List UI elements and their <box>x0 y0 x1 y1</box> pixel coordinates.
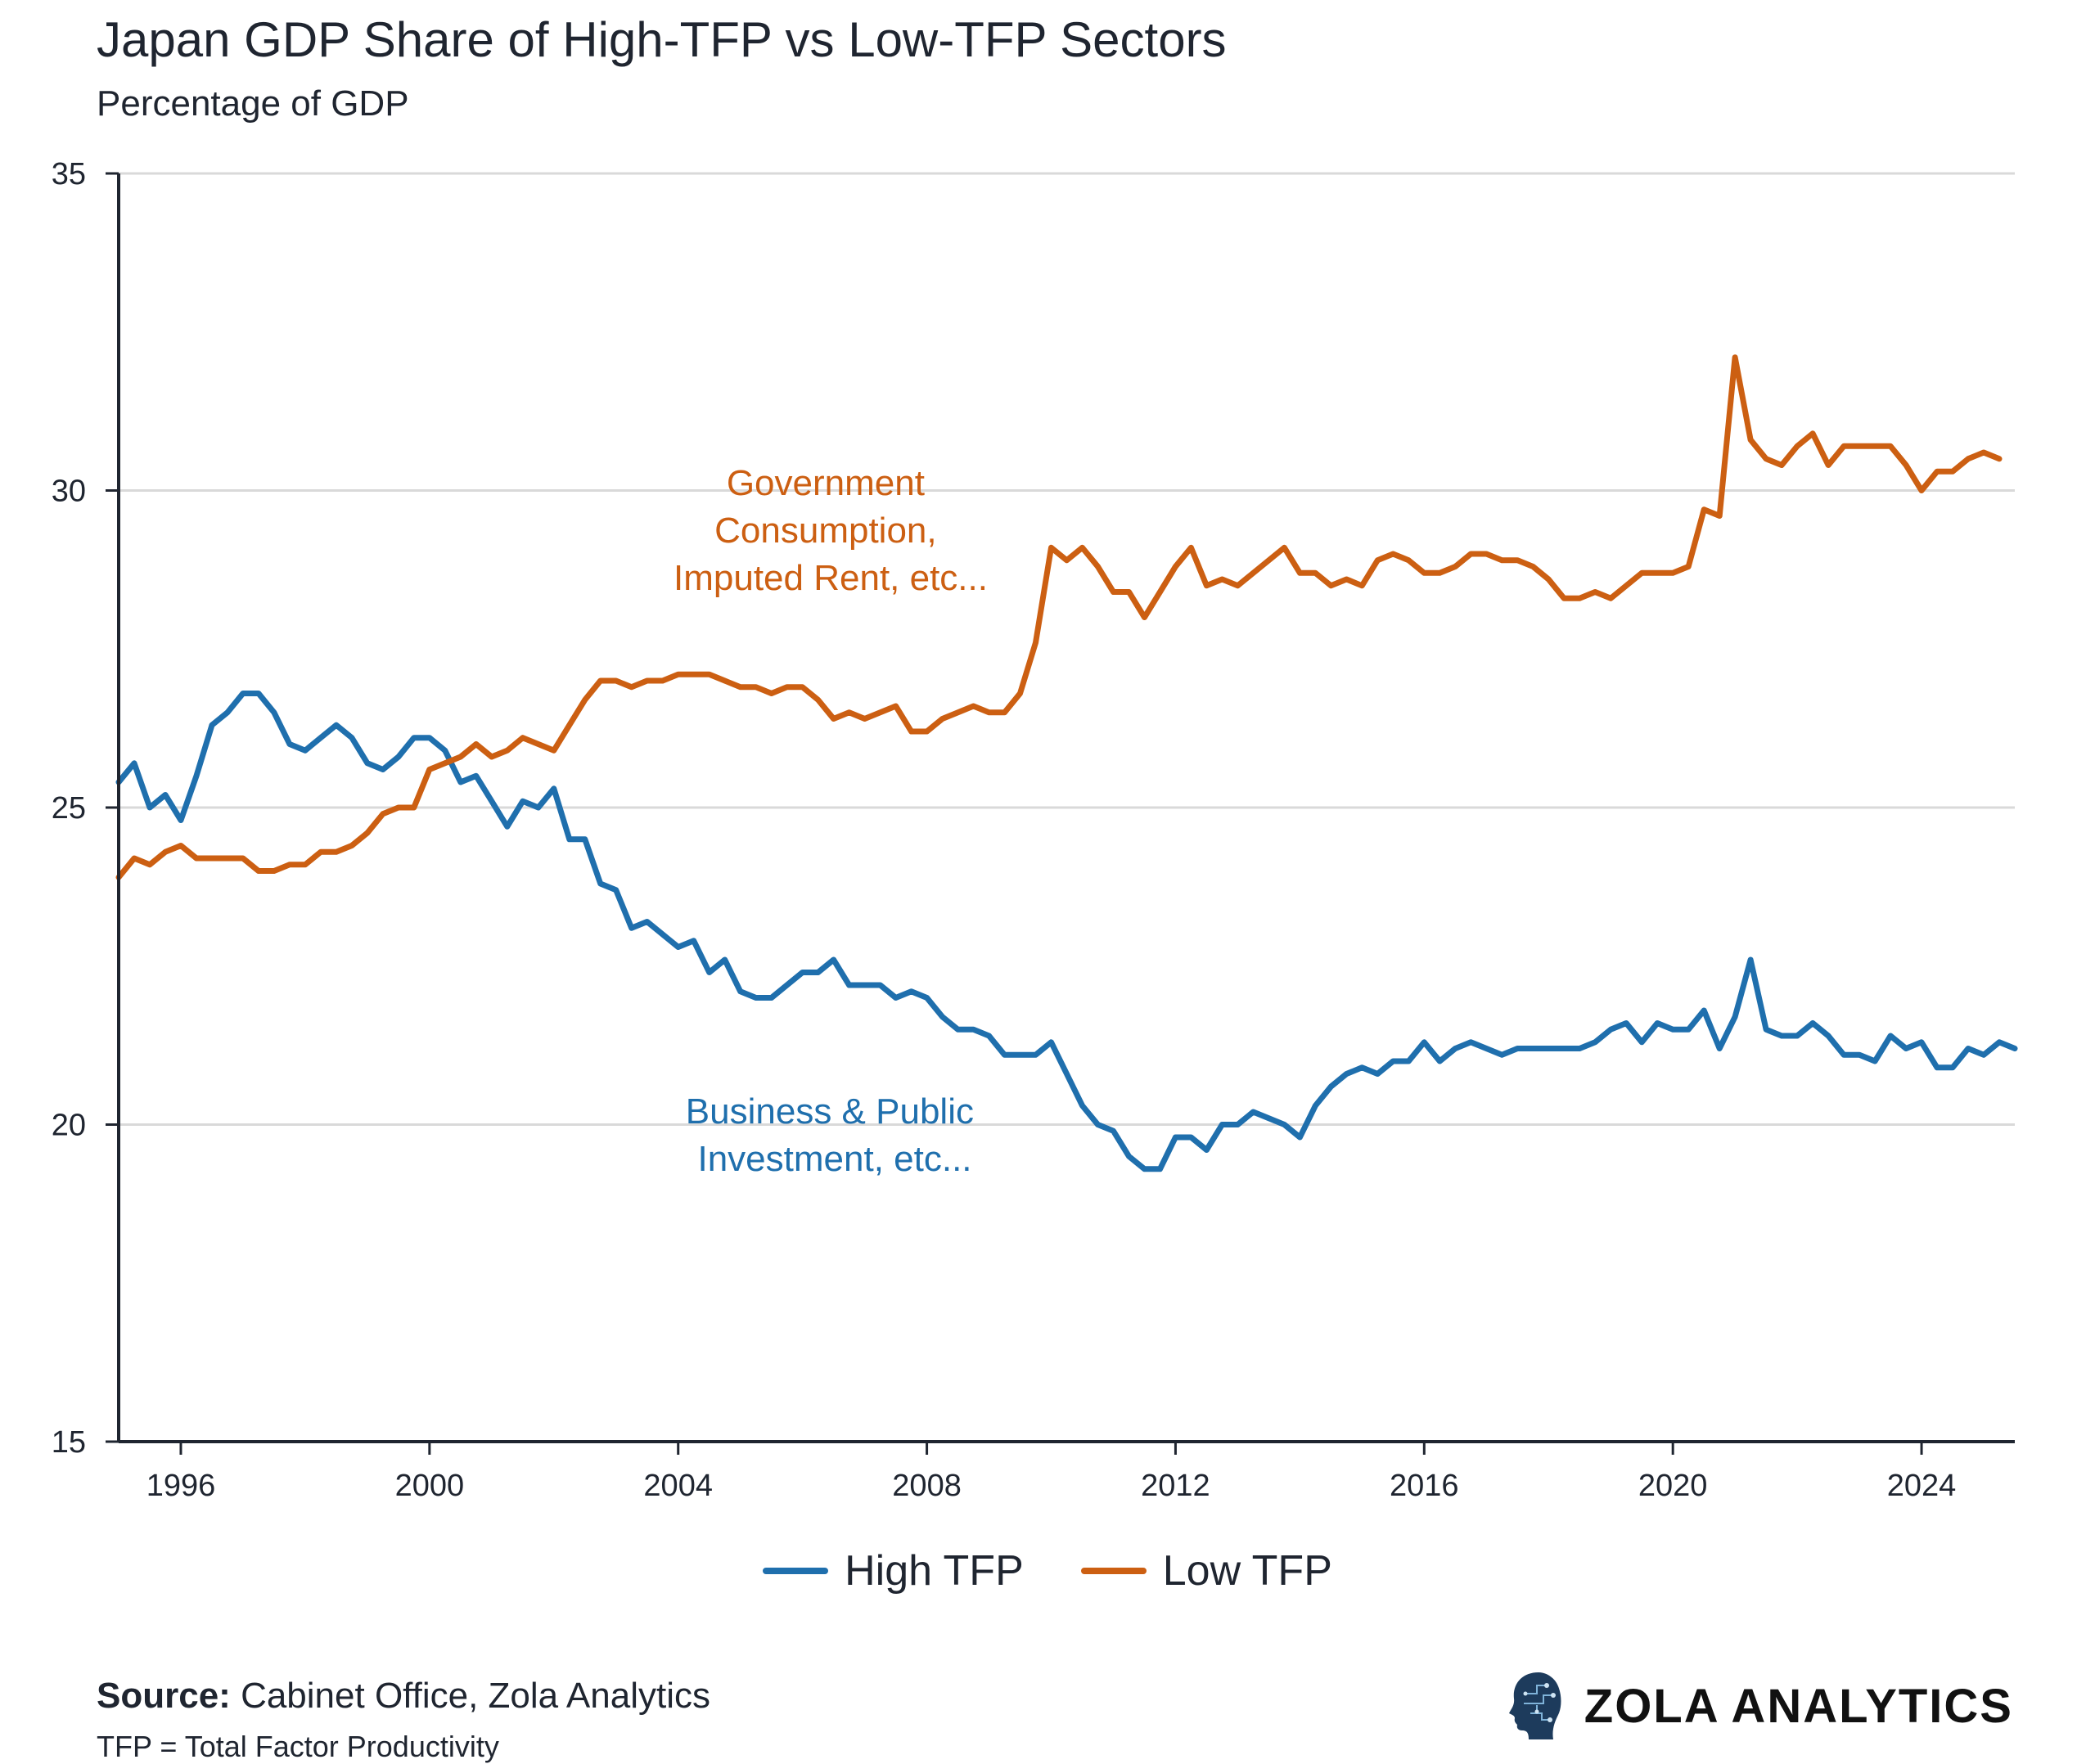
y-tick-label: 30 <box>52 475 86 509</box>
axis-lines <box>117 173 2015 1443</box>
x-tick-label: 2024 <box>1887 1469 1957 1503</box>
x-tick-label: 2020 <box>1638 1469 1708 1503</box>
x-tick-label: 2012 <box>1141 1469 1210 1503</box>
brain-head-logo-icon <box>1508 1672 1561 1739</box>
brand: ZOLA ANALYTICS <box>1507 1669 2013 1743</box>
source-text: Cabinet Office, Zola Analytics <box>241 1676 710 1716</box>
legend-swatch-low-tfp <box>1080 1568 1147 1574</box>
y-tick-label: 25 <box>52 791 86 826</box>
grid-lines <box>119 172 2015 1126</box>
brand-name: ZOLA ANALYTICS <box>1584 1679 2013 1733</box>
source-label: Source: <box>97 1676 231 1716</box>
legend: High TFP Low TFP <box>0 1546 2095 1595</box>
low-tfp-annotation-line: Consumption, <box>714 511 936 551</box>
legend-label-high-tfp: High TFP <box>845 1547 1024 1595</box>
legend-item-low-tfp: Low TFP <box>1080 1546 1332 1595</box>
chart-title: Japan GDP Share of High-TFP vs Low-TFP S… <box>97 12 1227 67</box>
series-line-low-tfp <box>115 354 2003 880</box>
high-tfp-annotation-line: Business & Public <box>686 1091 974 1132</box>
x-tick-label: 1996 <box>146 1469 216 1503</box>
y-axis-ticks: 15 20 25 30 35 <box>52 157 119 1460</box>
legend-item-high-tfp: High TFP <box>763 1546 1024 1595</box>
series-line-high-tfp <box>115 691 2018 1172</box>
low-tfp-annotation-line: Imputed Rent, etc... <box>674 558 988 598</box>
y-tick-label: 20 <box>52 1109 86 1143</box>
y-tick-label: 35 <box>52 157 86 191</box>
y-tick-label: 15 <box>52 1425 86 1460</box>
high-tfp-annotation-line: Investment, etc... <box>697 1139 971 1179</box>
low-tfp-annotation: Government Consumption, Imputed Rent, et… <box>674 463 988 598</box>
chart-plot: 15 20 25 30 35 1996 2000 2004 2008 2012 2016 2020 2… <box>52 157 2018 1503</box>
x-tick-label: 2004 <box>643 1469 713 1503</box>
low-tfp-annotation-line: Government <box>727 463 925 503</box>
x-tick-label: 2008 <box>892 1469 962 1503</box>
series-lines <box>115 354 2018 1172</box>
legend-swatch-high-tfp <box>763 1568 829 1574</box>
source-line: Source: Cabinet Office, Zola Analytics <box>97 1676 710 1717</box>
chart-subtitle: Percentage of GDP <box>97 83 409 124</box>
footnote: TFP = Total Factor Productivity <box>97 1730 499 1763</box>
high-tfp-annotation: Business & Public Investment, etc... <box>686 1091 984 1179</box>
x-axis-ticks: 1996 2000 2004 2008 2012 2016 2020 2024 <box>146 1442 1957 1503</box>
x-tick-label: 2016 <box>1390 1469 1459 1503</box>
legend-label-low-tfp: Low TFP <box>1162 1547 1332 1595</box>
x-tick-label: 2000 <box>395 1469 465 1503</box>
